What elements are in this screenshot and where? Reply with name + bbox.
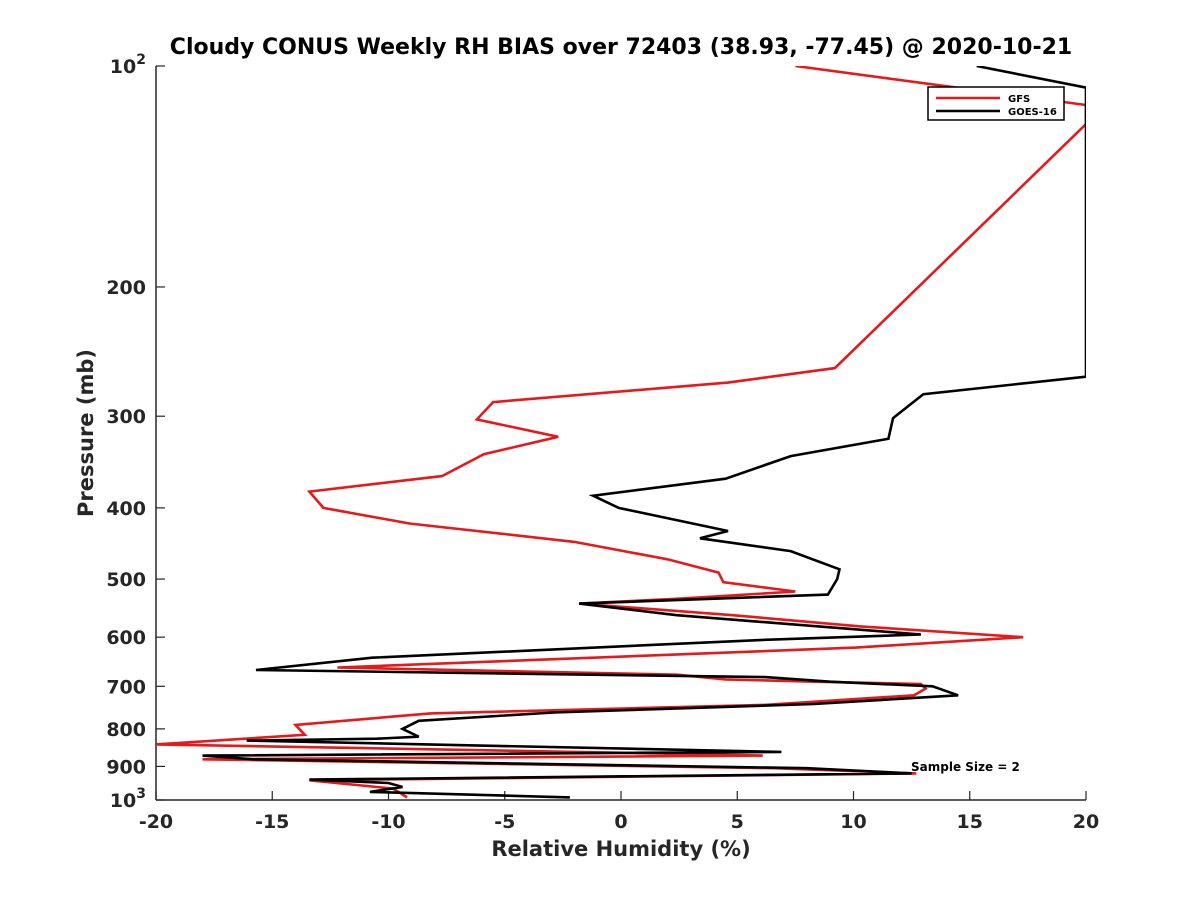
x-tick-label: 5 [731,811,744,833]
legend-label: GOES-16 [1008,107,1057,118]
y-tick-label: 102 [110,52,146,78]
chart-title: Cloudy CONUS Weekly RH BIAS over 72403 (… [170,35,1072,60]
x-axis-label: Relative Humidity (%) [491,837,750,861]
legend-box [927,86,1065,121]
y-axis-ticks: 102 200 300 400 500 600 700 800 900 103 [106,52,165,812]
x-axis-ticks: -20 -15 -10 -5 0 5 10 15 20 [139,791,1099,833]
y-axis-label: Pressure (mb) [74,349,98,517]
y-tick-label: 800 [106,719,146,741]
y-tick-label: 600 [106,627,146,649]
y-tick-label: 103 [110,786,146,812]
y-tick-label: 400 [106,498,146,520]
series-line-gfs [156,66,1086,799]
legend-label: GFS [1008,94,1030,105]
x-tick-label: -20 [139,811,173,833]
series-line-goes-16 [202,66,1086,799]
x-tick-label: -5 [494,811,515,833]
x-tick-label: -15 [255,811,289,833]
x-tick-label: 10 [840,811,866,833]
y-tick-label: 500 [106,569,146,591]
x-tick-label: -10 [371,811,405,833]
x-tick-label: 20 [1073,811,1099,833]
x-tick-label: 15 [957,811,983,833]
y-tick-label: 900 [106,756,146,778]
x-tick-label: 0 [614,811,627,833]
y-tick-label: 200 [106,277,146,299]
legend: GFS GOES-16 [927,86,1065,121]
sample-size-annotation: Sample Size = 2 [911,760,1020,774]
plot-area [156,66,1086,799]
y-tick-label: 300 [106,406,146,428]
y-tick-label: 700 [106,676,146,698]
